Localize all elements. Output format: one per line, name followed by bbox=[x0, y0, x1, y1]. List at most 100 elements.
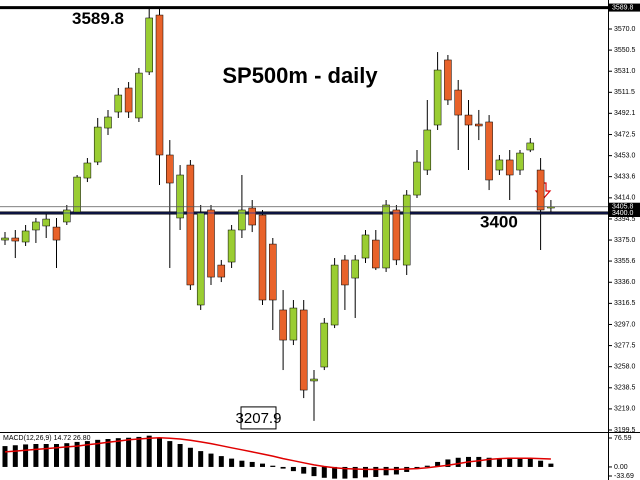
y-tick-label: 3414.0 bbox=[614, 195, 636, 202]
price-marker-label: 3405.8 bbox=[612, 204, 634, 211]
candle-body bbox=[505, 159, 514, 176]
candle-body bbox=[423, 129, 432, 171]
candle-body bbox=[207, 209, 215, 278]
candle-body bbox=[485, 121, 493, 181]
candle-body bbox=[320, 322, 329, 368]
macd-bar bbox=[445, 459, 451, 467]
candle-body bbox=[166, 154, 174, 184]
candle-body bbox=[433, 69, 442, 126]
y-tick-label: 3258.0 bbox=[614, 364, 636, 371]
candle-body bbox=[464, 114, 473, 126]
candle-body bbox=[73, 176, 81, 213]
macd-bar bbox=[198, 451, 204, 467]
y-tick-label: 3277.5 bbox=[614, 342, 636, 349]
candle-body bbox=[83, 162, 92, 179]
macd-bar bbox=[301, 466, 307, 474]
candle-body bbox=[269, 243, 277, 301]
y-tick-label: 3219.0 bbox=[614, 406, 636, 413]
macd-bar bbox=[352, 466, 358, 479]
candle-body bbox=[155, 14, 164, 156]
macd-bar bbox=[332, 466, 338, 479]
y-tick-label: 3297.0 bbox=[614, 321, 636, 328]
y-tick-label: 3453.0 bbox=[614, 152, 636, 159]
candle-body bbox=[124, 87, 133, 113]
candle-body bbox=[248, 207, 256, 226]
y-tick-label: 3316.5 bbox=[614, 300, 636, 307]
candle-body bbox=[21, 230, 30, 243]
y-tick-label: 3550.5 bbox=[614, 47, 636, 54]
macd-bar bbox=[229, 458, 235, 467]
candle-body bbox=[176, 174, 184, 219]
candle-body bbox=[289, 307, 298, 341]
y-tick-label: 3472.5 bbox=[614, 131, 636, 138]
y-tick-label: 3433.6 bbox=[614, 173, 636, 180]
candle-body bbox=[372, 239, 380, 269]
macd-bar bbox=[33, 444, 39, 467]
macd-bar bbox=[157, 437, 162, 467]
candle-body bbox=[330, 264, 339, 326]
macd-bar bbox=[105, 439, 111, 467]
macd-bar bbox=[476, 456, 482, 467]
candle-body bbox=[52, 226, 61, 241]
y-tick-label: 3238.5 bbox=[614, 385, 636, 392]
candle-body bbox=[536, 169, 545, 211]
candle-body bbox=[526, 142, 535, 151]
y2-tick-label: 0.00 bbox=[614, 464, 628, 471]
macd-bar bbox=[74, 441, 80, 467]
macd-bar bbox=[136, 436, 142, 467]
candle-body bbox=[238, 209, 246, 231]
candle-body bbox=[32, 221, 40, 231]
candle-body bbox=[217, 264, 226, 278]
y2-tick-label: 76.59 bbox=[614, 435, 632, 442]
macd-bar bbox=[435, 461, 441, 467]
macd-bar bbox=[363, 466, 368, 478]
macd-bar bbox=[249, 461, 255, 467]
price-marker-label: 3589.8 bbox=[612, 4, 634, 11]
macd-bar bbox=[146, 435, 152, 467]
macd-bar bbox=[507, 458, 513, 467]
macd-bar bbox=[321, 466, 327, 478]
candle-body bbox=[258, 214, 267, 301]
candle-body bbox=[454, 89, 462, 116]
macd-bar bbox=[218, 456, 224, 467]
candle-body bbox=[495, 159, 504, 171]
macd-bar bbox=[43, 444, 49, 467]
y-tick-label: 3531.0 bbox=[614, 68, 636, 75]
macd-bar bbox=[84, 441, 90, 467]
candle-body bbox=[186, 164, 195, 286]
candle-body bbox=[475, 123, 483, 127]
macd-bar bbox=[496, 458, 502, 467]
candle-body bbox=[279, 309, 287, 341]
macd-bar bbox=[95, 439, 101, 467]
candle-body bbox=[516, 152, 524, 171]
macd-bar bbox=[424, 465, 430, 467]
candle-body bbox=[402, 194, 411, 266]
candle-body bbox=[310, 378, 318, 382]
price-marker-label: 3400.0 bbox=[612, 210, 634, 217]
macd-bar bbox=[548, 463, 554, 467]
candle-body bbox=[382, 204, 390, 269]
price-marker-box bbox=[609, 208, 640, 217]
candle-body bbox=[392, 209, 401, 261]
macd-bar bbox=[23, 444, 29, 467]
candle-body bbox=[299, 309, 308, 391]
candle-body bbox=[227, 229, 236, 263]
macd-bar bbox=[280, 466, 286, 469]
macd-bar bbox=[54, 444, 59, 467]
low-label: 3207.9 bbox=[236, 410, 282, 427]
level-label: 3589.8 bbox=[72, 9, 124, 28]
macd-signal bbox=[4, 436, 551, 471]
macd-bar bbox=[486, 457, 492, 467]
macd-bar bbox=[538, 460, 544, 467]
y-tick-label: 3492.1 bbox=[614, 110, 636, 117]
macd-bar bbox=[527, 458, 533, 467]
macd-bar bbox=[12, 445, 18, 467]
level-label: 3400 bbox=[480, 212, 518, 231]
y-tick-label: 3394.5 bbox=[614, 216, 636, 223]
macd-bar bbox=[393, 466, 399, 475]
macd-bar bbox=[517, 458, 523, 467]
chart-title: SP500m - daily bbox=[222, 63, 378, 88]
candle-body bbox=[11, 237, 20, 242]
y-tick-label: 3336.0 bbox=[614, 279, 636, 286]
